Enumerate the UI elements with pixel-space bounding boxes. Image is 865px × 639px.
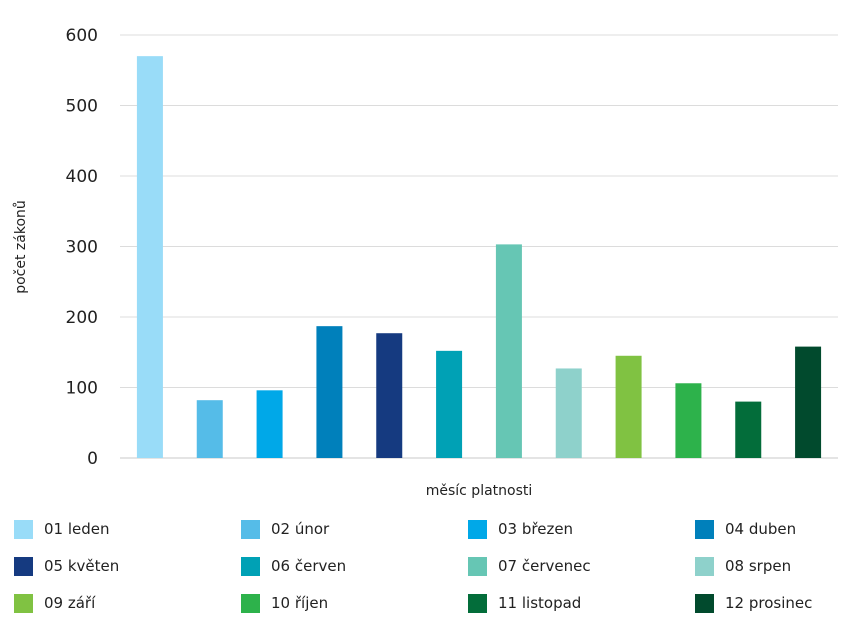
legend-swatch: [695, 519, 714, 539]
y-axis-ticks: 0 100 200 300 400 500 600: [66, 26, 98, 469]
y-tick-label: 500: [66, 97, 98, 117]
legend-item: 07 červenec: [468, 551, 591, 581]
bar: [675, 383, 702, 458]
legend-swatch: [468, 556, 487, 576]
legend-label: 04 duben: [725, 520, 797, 538]
legend-label: 06 červen: [271, 557, 347, 575]
legend-label: 01 leden: [44, 520, 110, 538]
legend-label: 07 červenec: [498, 557, 591, 575]
legend-swatch: [241, 556, 260, 576]
legend-item: 04 duben: [695, 514, 796, 544]
legend-item: 10 říjen: [241, 588, 328, 618]
legend-swatch: [468, 519, 487, 539]
legend-item: 01 leden: [14, 514, 110, 544]
legend-swatch: [241, 593, 260, 613]
x-axis-label: měsíc platnosti: [426, 483, 533, 499]
legend-item: 11 listopad: [468, 588, 581, 618]
legend-swatch: [695, 593, 714, 613]
legend: 01 leden 02 únor 03 březen 04 duben 05 květe…: [0, 512, 865, 632]
legend-item: 08 srpen: [695, 551, 791, 581]
legend-label: 11 listopad: [498, 594, 582, 612]
legend-swatch: [468, 593, 487, 613]
y-axis-label: počet zákonů: [13, 200, 29, 294]
bar: [436, 350, 463, 458]
y-tick-label: 300: [66, 238, 98, 258]
legend-label: 09 září: [44, 594, 96, 612]
legend-label: 12 prosinec: [725, 594, 813, 612]
bars: [136, 56, 822, 459]
legend-item: 02 únor: [241, 514, 329, 544]
bar: [376, 333, 403, 458]
bar-chart: 0 100 200 300 400 500 600 měsíc platnosti poče…: [13, 26, 838, 499]
legend-item: 03 březen: [468, 514, 573, 544]
legend-label: 05 květen: [44, 557, 120, 575]
bar: [735, 401, 762, 458]
y-tick-label: 600: [66, 26, 98, 46]
legend-label: 10 říjen: [271, 594, 329, 612]
legend-item: 06 červen: [241, 551, 346, 581]
bar: [256, 390, 283, 458]
legend-item: 05 květen: [14, 551, 119, 581]
legend-swatch: [695, 556, 714, 576]
y-tick-label: 200: [66, 308, 98, 328]
y-tick-label: 0: [87, 449, 98, 469]
grid-lines: [120, 34, 838, 459]
bar: [136, 56, 163, 459]
legend-swatch: [241, 519, 260, 539]
legend-swatch: [14, 519, 33, 539]
legend-label: 03 březen: [498, 520, 574, 538]
bar: [495, 244, 522, 458]
bar: [316, 326, 343, 458]
y-tick-label: 400: [66, 167, 98, 187]
y-tick-label: 100: [66, 379, 98, 399]
legend-label: 08 srpen: [725, 557, 792, 575]
bar: [795, 346, 822, 458]
bar: [555, 368, 582, 458]
legend-swatch: [14, 556, 33, 576]
legend-item: 12 prosinec: [695, 588, 812, 618]
bar: [615, 355, 642, 458]
legend-label: 02 únor: [271, 520, 330, 538]
legend-item: 09 září: [14, 588, 95, 618]
bar: [196, 400, 223, 458]
legend-swatch: [14, 593, 33, 613]
